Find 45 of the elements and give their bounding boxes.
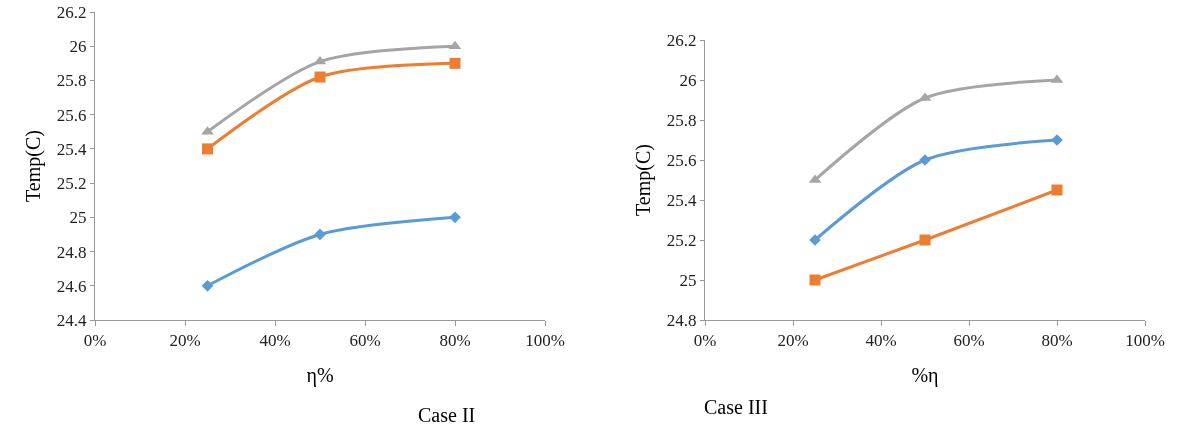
point	[314, 228, 326, 241]
point	[201, 279, 214, 292]
y-tick-label: 25.8	[666, 110, 697, 130]
y-tick-label: 25.6	[56, 105, 87, 125]
x-tick-label: 60%	[953, 331, 985, 351]
y-tick-label: 26	[679, 70, 697, 90]
x-tick-label: 0%	[83, 331, 107, 351]
y-tick-label: 24.6	[56, 276, 87, 296]
y-tick-label: 25.8	[56, 71, 87, 91]
y-tick-label: 24.8	[56, 242, 87, 262]
text: Case II	[418, 404, 476, 426]
y-tick-label: 26.2	[666, 30, 697, 50]
y-axis-title: Temp(C)	[22, 130, 46, 202]
x-tick-label: 80%	[439, 331, 471, 351]
y-tick-label: 24.4	[56, 310, 88, 330]
y-tick-label: 25.2	[56, 174, 87, 194]
y-tick-label: 25.2	[666, 230, 697, 250]
point	[449, 211, 461, 224]
x-tick-label: 100%	[1125, 331, 1165, 351]
y-tick-label: 26	[69, 37, 87, 57]
x-tick-label: 20%	[777, 331, 809, 351]
x-tick-label: 100%	[525, 331, 565, 351]
point	[1051, 184, 1063, 196]
x-tick-label: 0%	[693, 331, 717, 351]
x-axis-title: η%	[306, 363, 334, 387]
text: Case III	[704, 396, 768, 418]
y-tick-label: 25	[69, 208, 87, 228]
x-tick-label: 20%	[169, 331, 201, 351]
x-axis-title: %η	[911, 363, 939, 387]
x-tick-label: 80%	[1041, 331, 1073, 351]
x-tick-label: 60%	[349, 331, 381, 351]
x-tick-label: 40%	[865, 331, 897, 351]
x-tick-label: 40%	[259, 331, 291, 351]
point	[202, 143, 213, 155]
y-tick-label: 25.4	[56, 139, 88, 159]
y-tick-label: 25.6	[666, 150, 697, 170]
y-tick-label: 26.2	[56, 2, 87, 22]
point	[449, 57, 461, 69]
y-tick-label: 25	[679, 270, 697, 290]
point	[809, 274, 821, 286]
y-tick-label: 25.4	[666, 190, 698, 210]
point	[314, 71, 326, 83]
y-tick-label: 24.8	[666, 310, 697, 330]
y-axis-title: Temp(C)	[632, 144, 656, 216]
point	[919, 234, 931, 246]
